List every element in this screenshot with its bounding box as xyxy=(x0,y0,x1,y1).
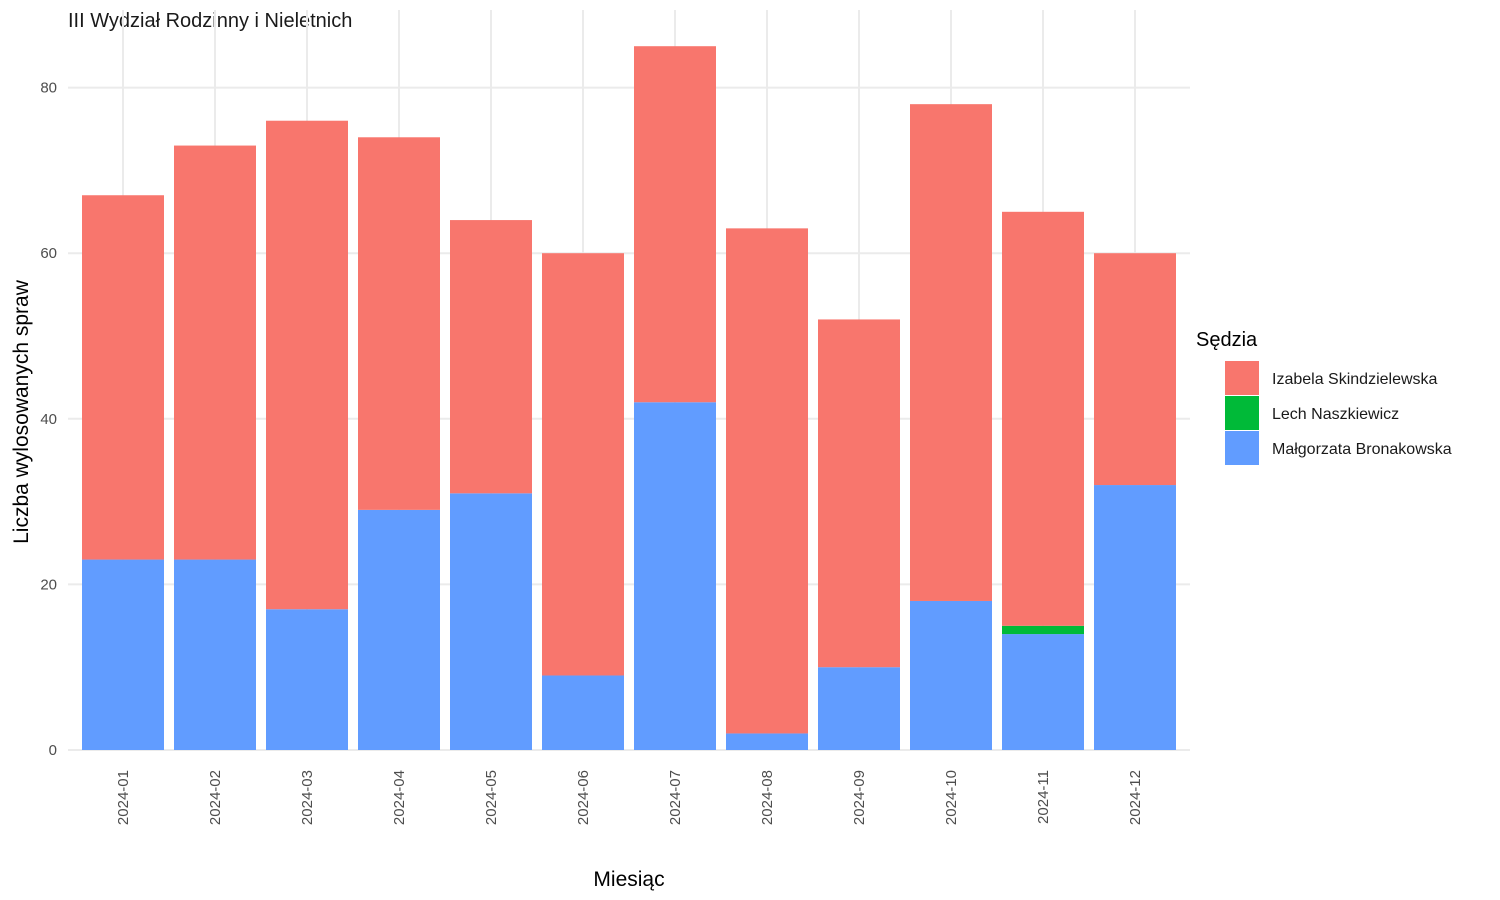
bar-izabela-skindzielewska-2024-12 xyxy=(1094,253,1176,486)
bar-malgorzata-bronakowska-2024-05 xyxy=(450,493,532,750)
bar-malgorzata-bronakowska-2024-11 xyxy=(1002,634,1084,750)
x-tick-label: 2024-10 xyxy=(943,770,960,825)
legend-title: Sędzia xyxy=(1196,329,1258,351)
x-tick-label: 2024-03 xyxy=(299,770,316,825)
bar-izabela-skindzielewska-2024-04 xyxy=(358,137,440,510)
bar-izabela-skindzielewska-2024-01 xyxy=(82,195,164,560)
chart-title: III Wydział Rodzinny i Nieletnich xyxy=(68,10,352,32)
bar-izabela-skindzielewska-2024-03 xyxy=(266,120,348,610)
x-tick-label: 2024-11 xyxy=(1035,770,1052,824)
bar-izabela-skindzielewska-2024-08 xyxy=(726,228,808,734)
legend-label: Małgorzata Bronakowska xyxy=(1272,441,1452,458)
x-axis-title: Miesiąc xyxy=(593,868,664,891)
bar-lech-naszkiewicz-2024-11 xyxy=(1002,625,1084,635)
bars xyxy=(82,46,1176,750)
bar-izabela-skindzielewska-2024-05 xyxy=(450,220,532,494)
bar-izabela-skindzielewska-2024-10 xyxy=(910,104,992,601)
y-tick-label: 0 xyxy=(49,742,57,759)
y-tick-label: 40 xyxy=(40,411,57,428)
bar-izabela-skindzielewska-2024-11 xyxy=(1002,211,1084,626)
legend-label: Izabela Skindzielewska xyxy=(1272,371,1438,388)
bar-izabela-skindzielewska-2024-06 xyxy=(542,253,624,676)
y-tick-label: 20 xyxy=(40,576,57,593)
bar-malgorzata-bronakowska-2024-12 xyxy=(1094,485,1176,750)
bar-malgorzata-bronakowska-2024-03 xyxy=(266,609,348,750)
legend-swatch xyxy=(1225,431,1259,465)
bar-izabela-skindzielewska-2024-02 xyxy=(174,145,256,560)
legend-swatch xyxy=(1225,396,1259,430)
x-tick-label: 2024-01 xyxy=(115,770,132,825)
bar-malgorzata-bronakowska-2024-04 xyxy=(358,509,440,750)
bar-malgorzata-bronakowska-2024-08 xyxy=(726,733,808,750)
x-tick-label: 2024-05 xyxy=(483,770,500,825)
bar-izabela-skindzielewska-2024-07 xyxy=(634,46,716,403)
x-tick-label: 2024-02 xyxy=(207,770,224,825)
bar-izabela-skindzielewska-2024-09 xyxy=(818,319,900,668)
x-tick-label: 2024-07 xyxy=(667,770,684,825)
legend: Sędzia Izabela Skindzielewska Lech Naszki… xyxy=(1196,329,1452,465)
bar-malgorzata-bronakowska-2024-02 xyxy=(174,559,256,750)
bar-malgorzata-bronakowska-2024-06 xyxy=(542,675,624,750)
y-tick-label: 60 xyxy=(40,245,57,262)
x-tick-label: 2024-12 xyxy=(1127,770,1144,825)
bar-malgorzata-bronakowska-2024-07 xyxy=(634,402,716,750)
x-tick-label: 2024-04 xyxy=(391,770,408,825)
y-axis: 0 20 40 60 80 xyxy=(40,80,57,759)
y-tick-label: 80 xyxy=(40,80,57,97)
y-axis-title: Liczba wylosowanych spraw xyxy=(10,279,33,544)
bar-malgorzata-bronakowska-2024-01 xyxy=(82,559,164,750)
bar-malgorzata-bronakowska-2024-09 xyxy=(818,667,900,750)
legend-label: Lech Naszkiewicz xyxy=(1272,406,1399,423)
legend-swatch xyxy=(1225,361,1259,395)
x-tick-label: 2024-09 xyxy=(851,770,868,825)
x-tick-label: 2024-08 xyxy=(759,770,776,825)
x-tick-label: 2024-06 xyxy=(575,770,592,825)
x-axis: 2024-01 2024-02 2024-03 2024-04 2024-05 2024-… xyxy=(115,770,1144,825)
bar-malgorzata-bronakowska-2024-10 xyxy=(910,600,992,750)
